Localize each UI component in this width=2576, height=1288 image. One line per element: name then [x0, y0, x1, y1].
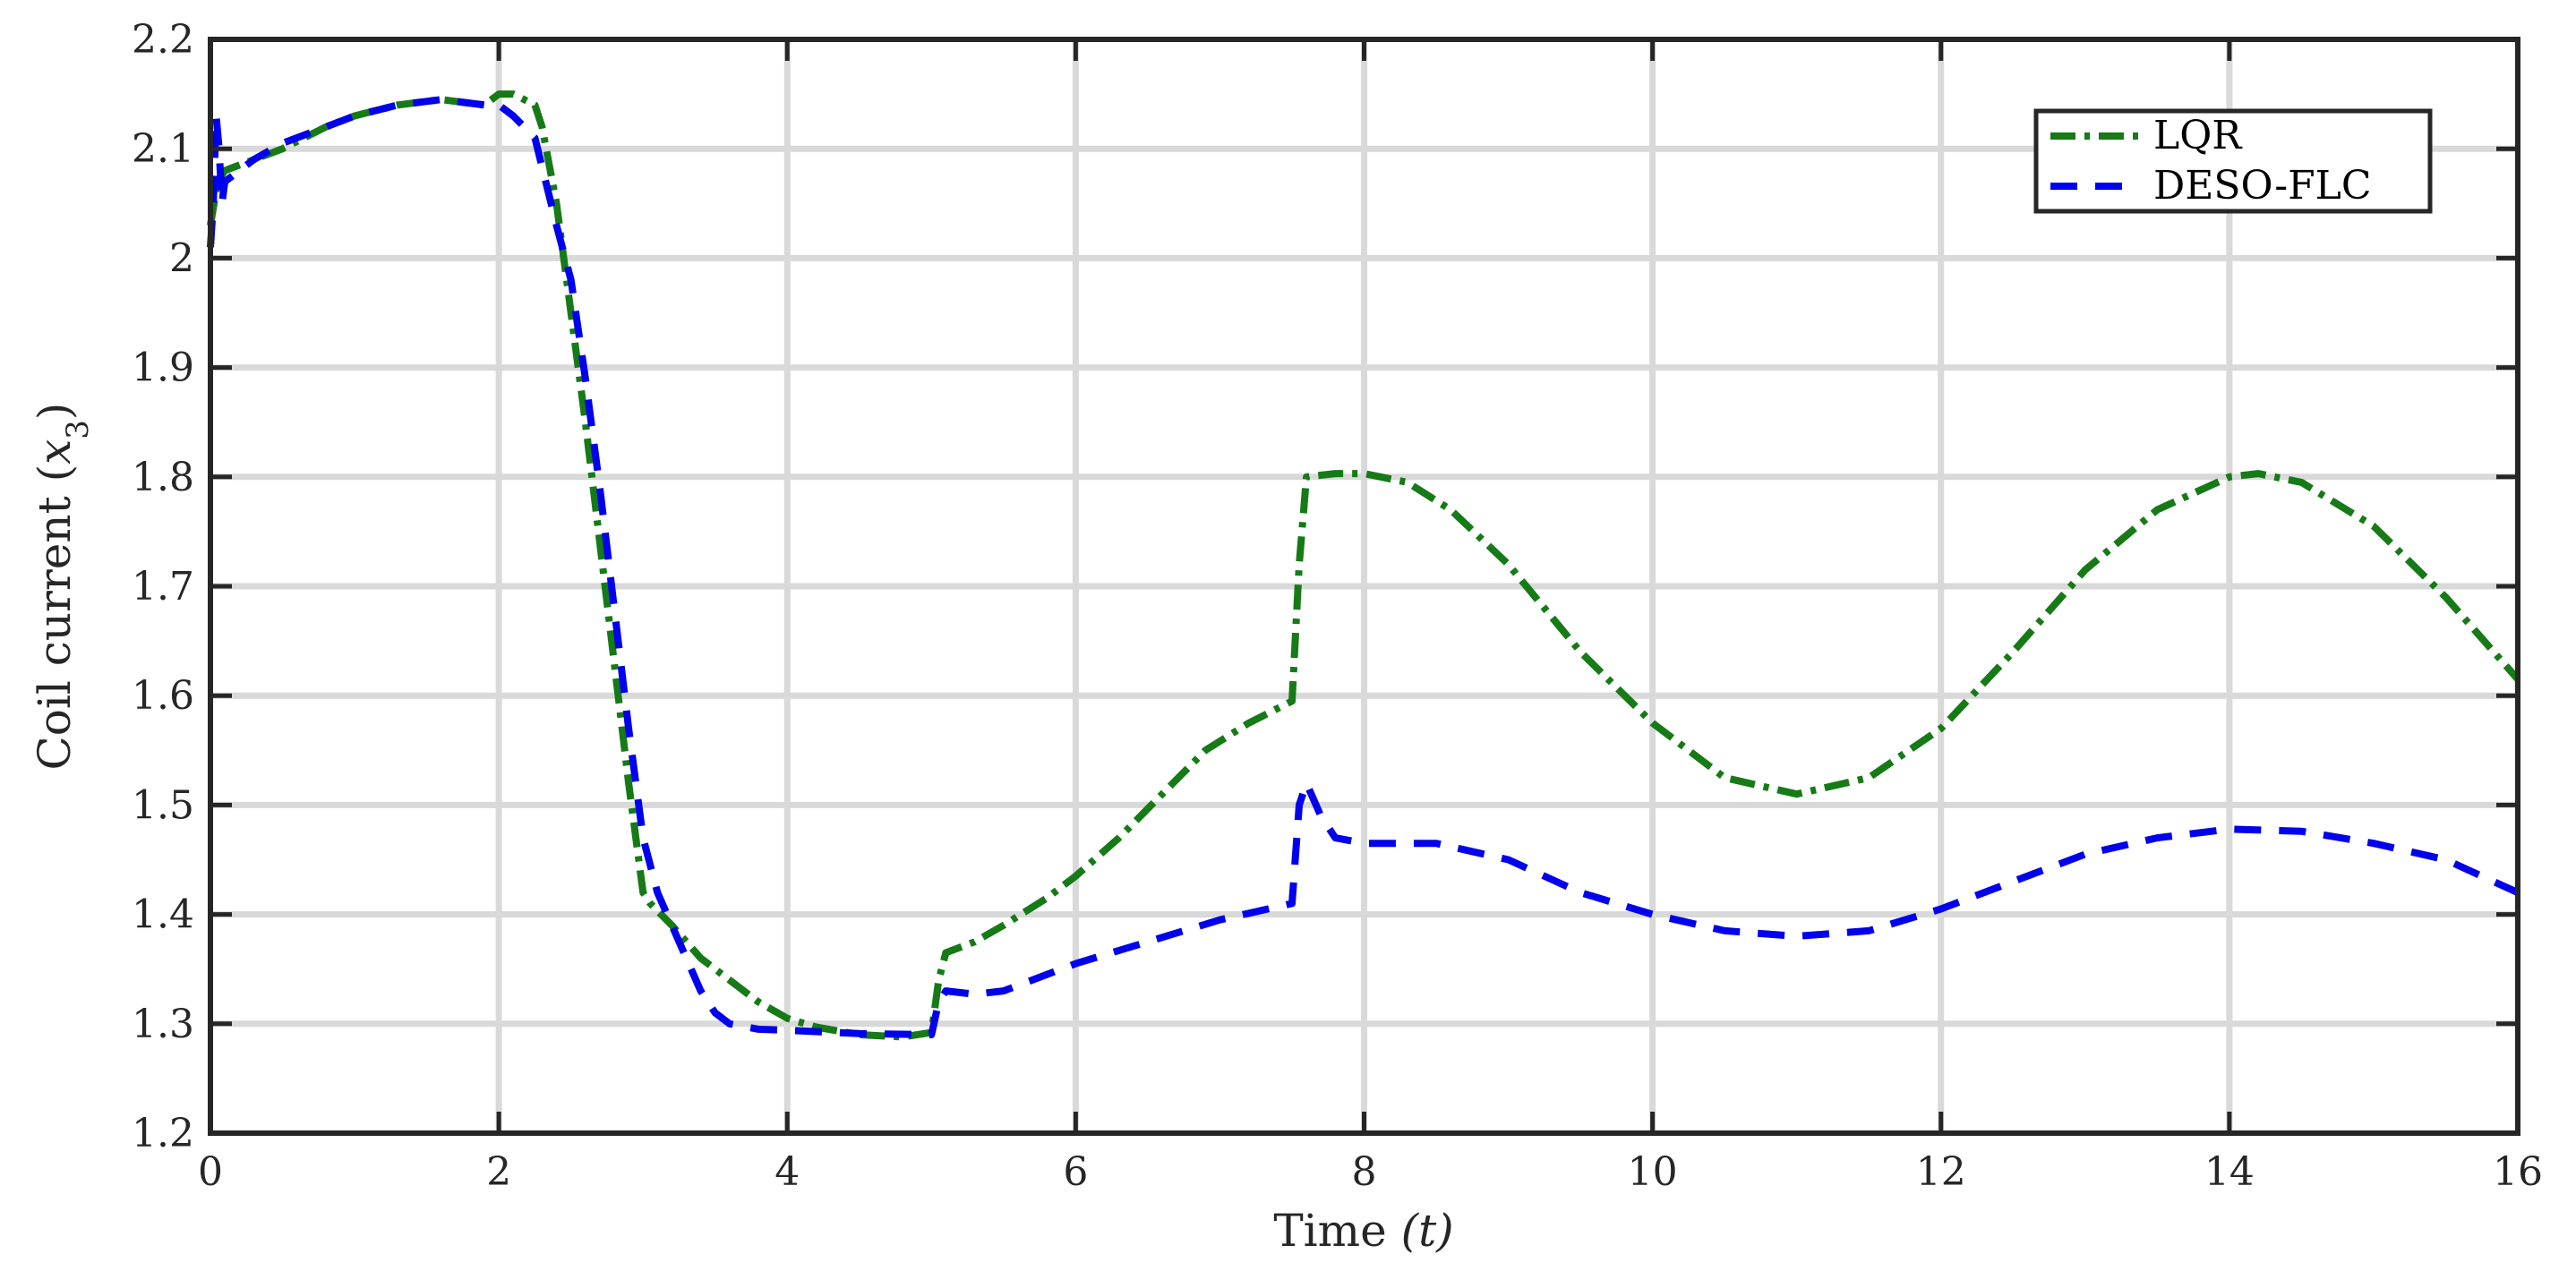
legend: LQR DESO-FLC: [2033, 108, 2433, 214]
legend-box: [2033, 108, 2433, 214]
series-line-lqr: [207, 90, 2521, 1041]
y-tick-label: 1.8: [132, 455, 194, 500]
y-tick-label: 2.1: [132, 126, 194, 172]
x-tick-label: 2: [486, 1149, 511, 1195]
axis-ticks: [208, 37, 2520, 1136]
x-tick-label: 4: [775, 1149, 800, 1195]
x-tick-label: 6: [1063, 1149, 1088, 1195]
x-axis-label: Time (t): [1273, 1205, 1453, 1257]
legend-label-deso-flc: DESO-FLC: [2153, 163, 2372, 209]
y-tick-label: 1.9: [132, 345, 194, 391]
x-tick-label: 12: [1916, 1149, 1966, 1195]
y-axis-label-text: Coil current: [29, 496, 81, 770]
y-tick-label: 1.6: [132, 673, 194, 719]
y-tick-label: 1.4: [132, 892, 194, 938]
grid-lines: [210, 39, 2518, 1133]
y-tick-label: 1.5: [132, 782, 194, 828]
x-axis-label-text: Time: [1273, 1205, 1386, 1257]
x-axis-label-symbol: (t): [1401, 1205, 1454, 1257]
series-lines: [207, 90, 2521, 1041]
x-tick-label: 0: [198, 1149, 223, 1195]
x-tick-label: 10: [1628, 1149, 1678, 1195]
y-tick-label: 1.3: [132, 1002, 194, 1047]
x-tick-label: 16: [2493, 1149, 2543, 1195]
legend-label-lqr: LQR: [2153, 113, 2243, 158]
y-tick-label: 2: [169, 235, 194, 281]
y-tick-labels: 1.2 1.3 1.4 1.5 1.6 1.7 1.8 1.9 2 2.1 2.2: [132, 17, 194, 1156]
y-tick-label: 2.2: [132, 17, 194, 63]
series-line-deso-flc: [207, 96, 2520, 1038]
x-tick-labels: 0 2 4 6 8 10 12 14 16: [198, 1149, 2543, 1195]
y-tick-label: 1.7: [132, 564, 194, 610]
x-tick-label: 14: [2204, 1149, 2255, 1195]
y-tick-label: 1.2: [132, 1111, 194, 1156]
x-tick-label: 8: [1352, 1149, 1377, 1195]
